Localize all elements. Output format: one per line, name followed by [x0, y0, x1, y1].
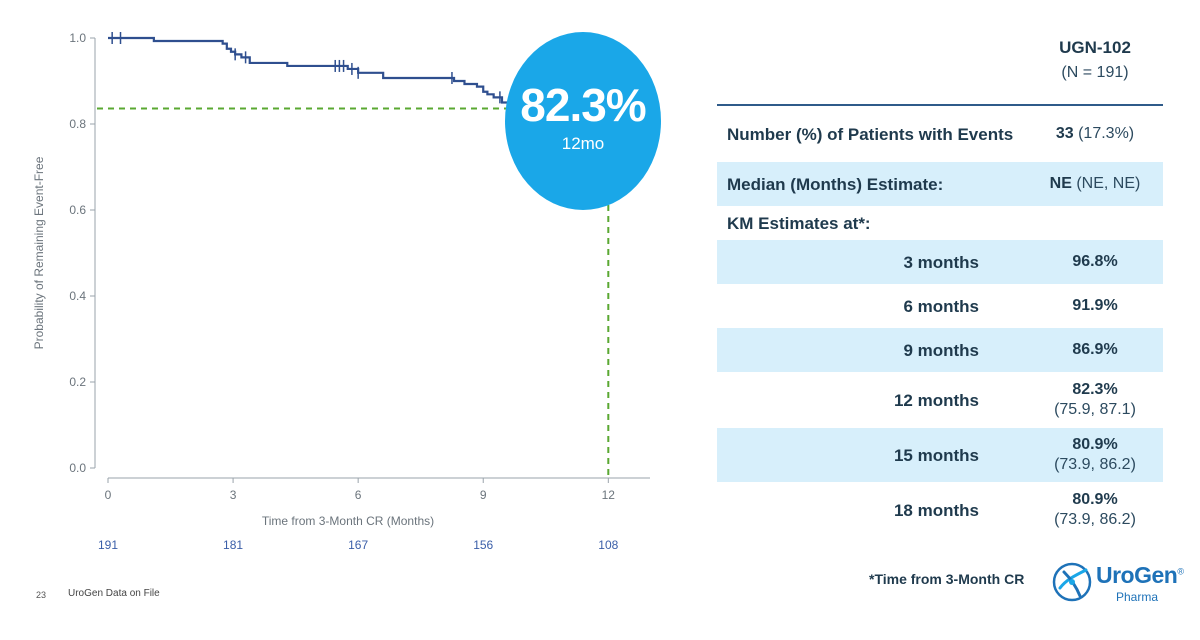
at-risk-count: 108	[598, 538, 618, 552]
km-row-label: 12 months	[893, 390, 979, 410]
logo-trademark: ®	[1177, 566, 1184, 577]
callout-value: 82.3%	[520, 79, 646, 131]
km-estimate: 91.9%	[1072, 297, 1118, 314]
km-ci: (73.9, 86.2)	[1054, 511, 1136, 528]
x-tick-label: 9	[480, 488, 487, 502]
median-label: Median (Months) Estimate:	[727, 174, 944, 194]
reference-lines	[97, 107, 610, 478]
at-risk-count: 191	[98, 538, 118, 552]
table-row-km-15: 15 months 80.9% (73.9, 86.2)	[717, 428, 1163, 482]
km-row-label: 6 months	[903, 296, 979, 316]
km-row-value: 91.9%	[1027, 296, 1163, 316]
table-row-km-12: 12 months 82.3% (75.9, 87.1)	[717, 372, 1163, 428]
km-estimate: 96.8%	[1072, 253, 1118, 270]
logo-name: UroGen®	[1096, 562, 1184, 589]
km-stats-table: UGN-102 (N = 191) Number (%) of Patients…	[717, 36, 1163, 538]
x-tick-label: 0	[105, 488, 112, 502]
table-row-km-heading: KM Estimates at*:	[717, 206, 1163, 240]
y-tick-label: 0.0	[69, 461, 86, 475]
km-estimate: 86.9%	[1072, 341, 1118, 358]
footnote: *Time from 3-Month CR	[869, 571, 1025, 587]
events-label: Number (%) of Patients with Events	[727, 124, 1014, 144]
km-estimate: 82.3%	[1072, 381, 1118, 398]
km-curve-line	[108, 36, 527, 105]
km-estimate: 80.9%	[1072, 436, 1118, 453]
chart-labels: 0.0 0.2 0.4 0.6 0.8 1.0 0 3 6 9 12 Time from 3-Mont…	[32, 31, 619, 552]
y-axis-title: Probability of Remaining Event-Free	[32, 156, 46, 349]
urogen-logo-mark-icon	[1052, 562, 1092, 602]
median-ci: (NE, NE)	[1071, 175, 1141, 192]
table-header-n: (N = 191)	[1061, 64, 1129, 81]
x-axis-title: Time from 3-Month CR (Months)	[262, 514, 434, 528]
km-ci: (73.9, 86.2)	[1054, 456, 1136, 473]
x-tick-label: 6	[355, 488, 362, 502]
logo-sub: Pharma	[1116, 590, 1159, 604]
table-row-km-3: 3 months 96.8%	[717, 240, 1163, 284]
y-tick-label: 0.8	[69, 117, 86, 131]
km-row-label: 9 months	[903, 340, 979, 360]
y-tick-label: 0.4	[69, 289, 86, 303]
y-tick-label: 0.6	[69, 203, 86, 217]
km-row-label: 15 months	[893, 445, 979, 465]
table-row-km-6: 6 months 91.9%	[717, 284, 1163, 328]
km-row-label: 18 months	[893, 500, 979, 520]
source-note: UroGen Data on File	[68, 588, 160, 599]
table-row-km-9: 9 months 86.9%	[717, 328, 1163, 372]
km-chart-svg: 0.0 0.2 0.4 0.6 0.8 1.0 0 3 6 9 12 Time from 3-Mont…	[32, 31, 650, 552]
x-tick-label: 3	[230, 488, 237, 502]
table-header-title: UGN-102	[1059, 38, 1131, 57]
km-estimate: 80.9%	[1072, 491, 1118, 508]
logo-name-text: UroGen	[1096, 562, 1178, 588]
page-number: 23	[36, 590, 47, 600]
km-row-label: 3 months	[903, 252, 979, 272]
events-percent: (17.3%)	[1073, 125, 1135, 142]
table-row-km-18: 18 months 80.9% (73.9, 86.2)	[717, 482, 1163, 538]
km-row-value: 86.9%	[1027, 340, 1163, 360]
km-estimates-label: KM Estimates at*:	[727, 213, 871, 233]
censor-marks	[111, 32, 522, 109]
callout-label: 12mo	[561, 134, 605, 153]
y-tick-label: 0.2	[69, 375, 86, 389]
events-count: 33	[1055, 125, 1074, 142]
km-row-value: 82.3% (75.9, 87.1)	[1027, 380, 1163, 420]
median-estimate: NE	[1049, 175, 1072, 192]
km-curve	[108, 36, 527, 105]
table-row-events: Number (%) of Patients with Events 33 (1…	[717, 106, 1163, 162]
at-risk-count: 181	[223, 538, 243, 552]
km-row-value: 80.9% (73.9, 86.2)	[1027, 435, 1163, 475]
table-row-median: Median (Months) Estimate: NE (NE, NE)	[717, 162, 1163, 206]
km-chart: 0.0 0.2 0.4 0.6 0.8 1.0 0 3 6 9 12 Time from 3-Mont…	[32, 31, 661, 552]
y-tick-label: 1.0	[69, 31, 86, 45]
table-header-column: UGN-102 (N = 191)	[1027, 36, 1163, 82]
chart-axes	[90, 37, 650, 483]
km-row-value: 80.9% (73.9, 86.2)	[1027, 490, 1163, 530]
events-value: 33 (17.3%)	[1027, 124, 1163, 144]
km-ci: (75.9, 87.1)	[1054, 401, 1136, 418]
median-value: NE (NE, NE)	[1027, 174, 1163, 194]
table-header: UGN-102 (N = 191)	[717, 36, 1163, 106]
urogen-logo: UroGen® Pharma	[1050, 558, 1184, 608]
km-row-value: 96.8%	[1027, 252, 1163, 272]
km-callout: 82.3% 12mo	[505, 32, 661, 210]
at-risk-count: 156	[473, 538, 493, 552]
x-tick-label: 12	[602, 488, 616, 502]
at-risk-count: 167	[348, 538, 368, 552]
